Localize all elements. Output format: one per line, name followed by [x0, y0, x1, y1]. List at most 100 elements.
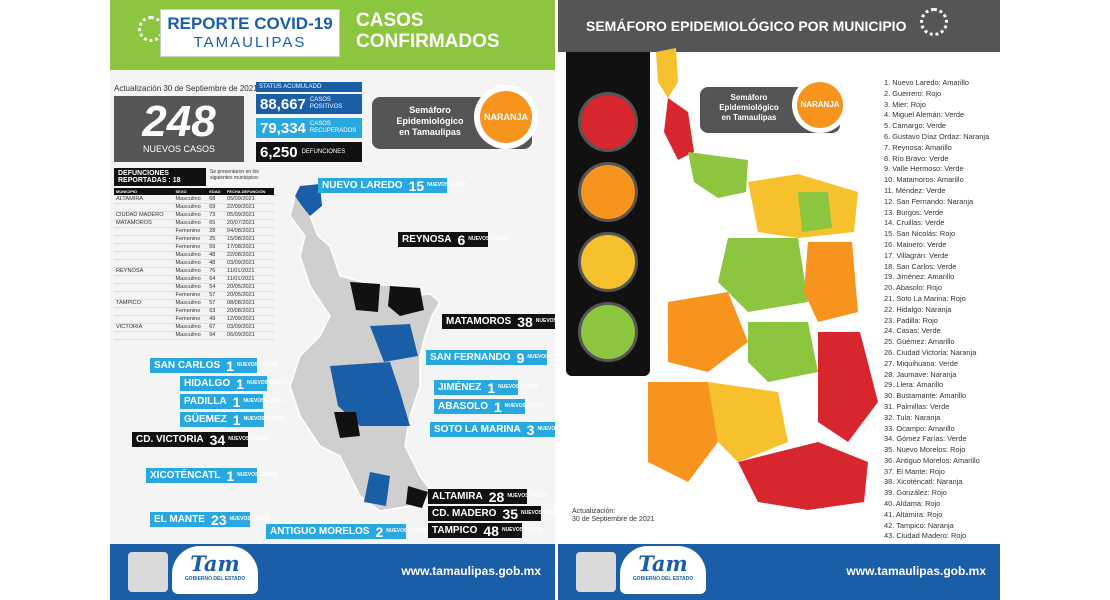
- municipio-item: 32. Tula: Naranja: [884, 412, 941, 422]
- label-soto-la-marina: SOTO LA MARINA3NUEVOS CASOS: [430, 422, 555, 438]
- deaths-cell: Femenino: [173, 227, 208, 236]
- deaths-row: VICTORIA Masculino 67 03/09/2021: [114, 323, 274, 332]
- label-altamira: ALTAMIRA 28 NUEVOS CASOS: [428, 489, 548, 505]
- deaths-row: Femenino 28 04/08/2021: [114, 227, 274, 236]
- deaths-header-cell: SEXO: [173, 188, 208, 195]
- municipio-item: 36. Antiguo Morelos: Amarillo: [884, 455, 980, 465]
- right-footer: Tam GOBIERNO DEL ESTADO www.tamaulipas.g…: [558, 544, 1000, 600]
- municipio-item: 18. San Carlos: Verde: [884, 261, 957, 271]
- gob-label: GOBIERNO DEL ESTADO: [184, 576, 246, 582]
- deaths-table-header: MUNICIPIO SEXO EDAD FECHA DEFUNCIÓN: [114, 188, 274, 195]
- municipio-item: 40. Aldama: Rojo: [884, 499, 941, 509]
- deaths-cell: ALTAMIRA: [114, 195, 174, 204]
- positive-cases-caption: CASOS POSITIVOS: [309, 97, 343, 110]
- label-abasolo: ABASOLO 1 NUEVOS CASOS: [434, 399, 545, 415]
- deaths-cell: 06/09/2021: [224, 331, 274, 340]
- cases-header: REPORTE COVID-19 TAMAULIPAS CASOS CONFIR…: [110, 0, 555, 70]
- municipio-item: 6. Gustavo Díaz Ordaz: Naranja: [884, 131, 990, 141]
- semaforo-state: NARANJA: [480, 91, 532, 143]
- deaths-row: Femenino 57 20/05/2021: [114, 291, 274, 300]
- deaths-cell: Masculino: [173, 283, 208, 292]
- deaths-cell: 12/09/2021: [224, 315, 274, 324]
- deaths-cell: Femenino: [173, 307, 208, 316]
- deaths-cell: Masculino: [173, 267, 208, 276]
- municipio-item: 23. Padilla: Rojo: [884, 315, 938, 325]
- map-r-9: [798, 192, 832, 232]
- deaths-cell: [114, 227, 174, 236]
- deaths-cell: 05/09/2021: [224, 211, 274, 220]
- deaths-cell: 17/08/2021: [224, 243, 274, 252]
- municipio-item: 33. Ocampo: Amarillo: [884, 423, 955, 433]
- cases-heading-line2: CONFIRMADOS: [356, 31, 500, 52]
- virus-icon: [920, 8, 948, 36]
- state-seal-icon: [576, 552, 616, 592]
- semaforo-state-badge: NARANJA: [474, 85, 538, 149]
- deaths-cell: 20/07/2021: [224, 219, 274, 228]
- map-el-mante: [364, 472, 390, 506]
- website-link[interactable]: www.tamaulipas.gob.mx: [401, 564, 541, 578]
- label-reynosa: REYNOSA 6 NUEVOS CASOS: [398, 232, 509, 248]
- deaths-cell: Masculino: [173, 211, 208, 220]
- map-r-south: [738, 442, 868, 510]
- deaths-cell: 94: [207, 331, 225, 340]
- semaforo-header: SEMÁFORO EPIDEMIOLÓGICO POR MUNICIPIO: [558, 0, 1000, 52]
- gob-label: GOBIERNO DEL ESTADO: [632, 576, 694, 582]
- label-jimenez: JIMÉNEZ 1 NUEVOS CASOS: [434, 380, 538, 396]
- deaths-row: REYNOSA Masculino 76 11/01/2021: [114, 267, 274, 276]
- deaths-row: TAMPICO Masculino 57 08/08/2021: [114, 299, 274, 308]
- municipios-list: 1. Nuevo Laredo: Amarillo 2. Guerrero: Ro…: [884, 78, 989, 542]
- tam-logo-text: Tam: [638, 551, 688, 576]
- report-title-line2: TAMAULIPAS: [193, 34, 307, 51]
- red-light: [578, 92, 638, 152]
- semaforo-right-line3: en Tamaulipas: [721, 113, 777, 122]
- deaths-cell: 48: [207, 251, 225, 260]
- semaforo-box: Semáforo Epidemiológico en Tamaulipas NA…: [372, 85, 538, 149]
- deaths-cell: 20/05/2021: [224, 291, 274, 300]
- semaforo-map: [648, 48, 878, 510]
- deaths-row: Masculino 48 22/08/2021: [114, 251, 274, 260]
- deaths-cell: 11/01/2021: [224, 267, 274, 276]
- municipio-item: 38. Xicoténcatl: Naranja: [884, 477, 963, 487]
- municipio-item: 7. Reynosa: Amarillo: [884, 142, 952, 152]
- deaths-cell: TAMPICO: [114, 299, 174, 308]
- report-title-line1: REPORTE COVID-19: [167, 14, 333, 33]
- deaths-reported-title: DEFUNCIONES REPORTADAS : 18: [114, 168, 206, 186]
- deaths-row: Femenino 63 20/08/2021: [114, 307, 274, 316]
- municipio-item: 15. San Nicolás: Rojo: [884, 229, 956, 239]
- semaforo-update: Actualización: 30 de Septiembre de 2021: [572, 508, 655, 524]
- deaths-cell: 63: [207, 307, 225, 316]
- new-cases-number: 248: [142, 97, 216, 146]
- municipio-item: 17. Villagrán: Verde: [884, 250, 949, 260]
- semaforo-right-state: NARANJA: [797, 82, 843, 128]
- tam-logo: Tam GOBIERNO DEL ESTADO: [620, 546, 706, 594]
- label-padilla: PADILLA 1 NUEVOS CASOS: [180, 394, 284, 410]
- map-r-22: [668, 292, 748, 372]
- website-link[interactable]: www.tamaulipas.gob.mx: [846, 564, 986, 578]
- semaforo-update-line1: Actualización:: [572, 508, 616, 515]
- deaths-cell: Masculino: [173, 331, 208, 340]
- map-r-12: [804, 242, 858, 322]
- deaths-cell: 49: [207, 315, 225, 324]
- new-cases-label: NUEVOS CASOS: [142, 144, 216, 154]
- municipio-item: 13. Burgos: Verde: [884, 207, 944, 217]
- semaforo-right-line2: Epidemiológico: [719, 103, 779, 112]
- deaths-row: Masculino 64 11/01/2021: [114, 275, 274, 284]
- label-xicotencatl: XICOTÉNCATL 1 NUEVOS CASOS: [146, 468, 277, 484]
- cases-map: [289, 183, 441, 512]
- map-tampico: [406, 486, 428, 508]
- map-r-24: [748, 322, 818, 382]
- municipio-item: 10. Matamoros: Amarillo: [884, 175, 964, 185]
- municipio-item: 19. Jiménez: Amarillo: [884, 272, 955, 282]
- deaths-cell: Femenino: [173, 235, 208, 244]
- deaths-cell: 22/09/2021: [224, 203, 274, 212]
- deaths-cell: [114, 331, 174, 340]
- status-label: STATUS ACUMULADO: [256, 82, 362, 92]
- deaths-row: Femenino 59 17/08/2021: [114, 243, 274, 252]
- municipio-item: 26. Ciudad Victoria: Naranja: [884, 347, 977, 357]
- deaths-cell: REYNOSA: [114, 267, 174, 276]
- deaths-cell: CIUDAD MADERO: [114, 211, 174, 220]
- deaths-cell: [114, 259, 174, 268]
- new-cases-box: 248 NUEVOS CASOS: [114, 96, 244, 162]
